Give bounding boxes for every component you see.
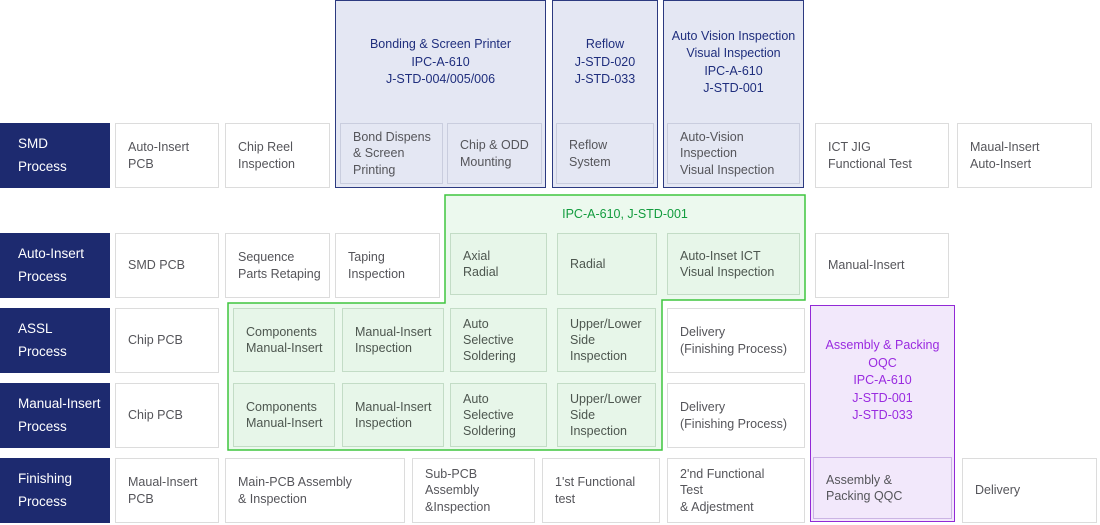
step-taping-inspection: Taping Inspection [335,233,440,298]
step-assembly-packing-qqc: Assembly & Packing QQC [813,457,952,519]
row-label-finishing-process: Finishing Process [0,458,110,523]
step-chip-pcb-manual: Chip PCB [115,383,219,448]
step-sequence-parts-retaping: Sequence Parts Retaping [225,233,330,298]
step-delivery-finishing-assl: Delivery (Finishing Process) [667,308,805,373]
step-ict-jig-functional-test: ICT JIG Functional Test [815,123,949,188]
step-upper-lower-side-inspection-manual: Upper/Lower Side Inspection [557,383,656,447]
step-chip-reel-inspection: Chip Reel Inspection [225,123,330,188]
step-auto-vision-inspection: Auto-Vision Inspection Visual Inspection [667,123,800,184]
step-smd-pcb: SMD PCB [115,233,219,298]
step-reflow-system: Reflow System [556,123,654,184]
step-second-functional-test-adjestment: 2'nd Functional Test & Adjestment [667,458,805,523]
group-bonding-title: Bonding & Screen Printer IPC-A-610 J-STD… [369,37,512,87]
step-auto-selective-soldering-manual: Auto Selective Soldering [450,383,547,447]
group-reflow-title: Reflow J-STD-020 J-STD-033 [574,37,636,87]
step-sub-pcb-assembly-inspection: Sub-PCB Assembly &Inspection [412,458,535,523]
step-components-manual-insert-manual: Components Manual-Insert [233,383,335,447]
step-manual-insert: Manual-Insert [815,233,949,298]
step-maual-insert-auto-insert: Maual-Insert Auto-Insert [957,123,1092,188]
step-delivery-final: Delivery [962,458,1097,523]
step-first-functional-test: 1'st Functional test [542,458,660,523]
row-label-manual-insert-process: Manual-Insert Process [0,383,110,448]
step-radial: Radial [557,233,657,295]
row-label-assl-process: ASSL Process [0,308,110,373]
green-standards-title: IPC-A-610, J-STD-001 [562,207,688,221]
step-auto-inset-ict-visual-inspection: Auto-Inset ICT Visual Inspection [667,233,800,295]
group-packing-title: Assembly & Packing OQC IPC-A-610 J-STD-0… [825,338,940,423]
group-vision-title: Auto Vision Inspection Visual Inspection… [671,28,796,96]
step-upper-lower-side-inspection-assl: Upper/Lower Side Inspection [557,308,656,372]
step-delivery-finishing-manual: Delivery (Finishing Process) [667,383,805,448]
step-manual-insert-inspection-manual: Manual-Insert Inspection [342,383,444,447]
step-auto-insert-pcb: Auto-Insert PCB [115,123,219,188]
row-label-auto-insert-process: Auto-Insert Process [0,233,110,298]
step-bond-dispens-screen-printing: Bond Dispens & Screen Printing [340,123,443,184]
row-label-smd-process: SMD Process [0,123,110,188]
step-maual-insert-pcb: Maual-Insert PCB [115,458,219,523]
step-components-manual-insert-assl: Components Manual-Insert [233,308,335,372]
step-chip-odd-mounting: Chip & ODD Mounting [447,123,542,184]
step-auto-selective-soldering-assl: Auto Selective Soldering [450,308,547,372]
step-axial-radial: Axial Radial [450,233,547,295]
step-manual-insert-inspection-assl: Manual-Insert Inspection [342,308,444,372]
step-chip-pcb-assl: Chip PCB [115,308,219,373]
step-main-pcb-assembly-inspection: Main-PCB Assembly & Inspection [225,458,405,523]
